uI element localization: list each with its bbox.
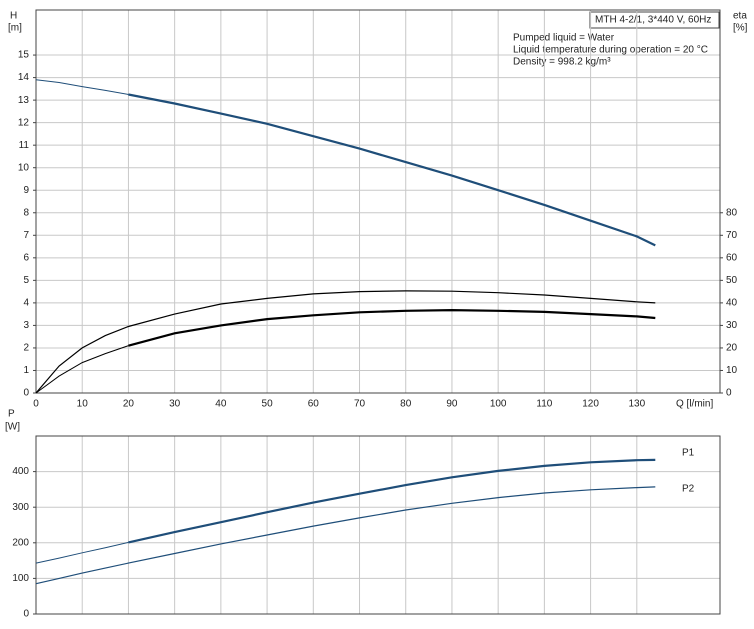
chart-title: MTH 4-2/1, 3*440 V, 60Hz bbox=[595, 15, 711, 26]
y2-tick-label: 0 bbox=[726, 388, 732, 399]
y-unit: [W] bbox=[5, 422, 20, 433]
y-tick-label: 4 bbox=[23, 298, 29, 309]
x-tick-label: 50 bbox=[262, 399, 274, 410]
y2-label: eta bbox=[733, 11, 747, 22]
y-tick-label: 14 bbox=[18, 72, 30, 83]
y2-tick-label: 30 bbox=[726, 320, 738, 331]
annotation: Density = 998.2 kg/m³ bbox=[513, 57, 611, 68]
y-unit: [m] bbox=[8, 23, 22, 34]
y-tick-label: 1 bbox=[23, 365, 29, 376]
y-tick-label: 2 bbox=[23, 343, 29, 354]
y2-tick-label: 80 bbox=[726, 207, 738, 218]
curve bbox=[35, 290, 656, 394]
y-tick-label: 0 bbox=[23, 609, 29, 620]
y-tick-label: 3 bbox=[23, 320, 29, 331]
x-tick-label: 30 bbox=[169, 399, 181, 410]
y-tick-label: 8 bbox=[23, 207, 29, 218]
x-label: Q [l/min] bbox=[676, 399, 713, 410]
series-label: P2 bbox=[682, 484, 695, 495]
curve bbox=[128, 93, 656, 247]
y-tick-label: 12 bbox=[18, 117, 30, 128]
y-tick-label: 6 bbox=[23, 252, 29, 263]
x-tick-label: 20 bbox=[123, 399, 135, 410]
curve bbox=[35, 79, 129, 95]
y2-tick-label: 20 bbox=[726, 343, 738, 354]
y-tick-label: 10 bbox=[18, 162, 30, 173]
x-tick-label: 0 bbox=[33, 399, 39, 410]
y-tick-label: 400 bbox=[12, 466, 29, 477]
y2-tick-label: 60 bbox=[726, 252, 738, 263]
y-tick-label: 200 bbox=[12, 537, 29, 548]
y-tick-label: 15 bbox=[18, 50, 30, 61]
y-label: P bbox=[8, 409, 15, 420]
x-tick-label: 40 bbox=[215, 399, 227, 410]
curve bbox=[35, 345, 129, 394]
y-tick-label: 100 bbox=[12, 573, 29, 584]
y2-unit: [%] bbox=[733, 23, 748, 34]
y2-tick-label: 50 bbox=[726, 275, 738, 286]
y-label: H bbox=[10, 11, 17, 22]
y-tick-label: 0 bbox=[23, 388, 29, 399]
y2-tick-label: 10 bbox=[726, 365, 738, 376]
annotation: Liquid temperature during operation = 20… bbox=[513, 45, 708, 56]
x-tick-label: 70 bbox=[354, 399, 366, 410]
x-tick-label: 120 bbox=[582, 399, 599, 410]
curve bbox=[35, 486, 656, 585]
curve bbox=[128, 308, 656, 347]
x-tick-label: 10 bbox=[77, 399, 89, 410]
series-label: P1 bbox=[682, 447, 695, 458]
x-tick-label: 130 bbox=[628, 399, 645, 410]
annotation: Pumped liquid = Water bbox=[513, 33, 615, 44]
y-tick-label: 11 bbox=[19, 140, 30, 151]
x-tick-label: 90 bbox=[446, 399, 458, 410]
x-tick-label: 60 bbox=[308, 399, 320, 410]
y-tick-label: 300 bbox=[12, 502, 29, 513]
plot-frame bbox=[35, 9, 721, 394]
y-tick-label: 7 bbox=[23, 230, 29, 241]
x-tick-label: 100 bbox=[490, 399, 507, 410]
curve bbox=[35, 541, 129, 564]
y2-tick-label: 70 bbox=[726, 230, 738, 241]
x-tick-label: 110 bbox=[536, 399, 552, 410]
y-tick-label: 5 bbox=[23, 275, 29, 286]
y-tick-label: 9 bbox=[23, 185, 29, 196]
title-box bbox=[589, 11, 720, 29]
y-tick-label: 13 bbox=[18, 95, 30, 106]
curve bbox=[128, 458, 656, 544]
y2-tick-label: 40 bbox=[726, 298, 738, 309]
x-tick-label: 80 bbox=[400, 399, 412, 410]
plot-frame bbox=[35, 435, 721, 615]
